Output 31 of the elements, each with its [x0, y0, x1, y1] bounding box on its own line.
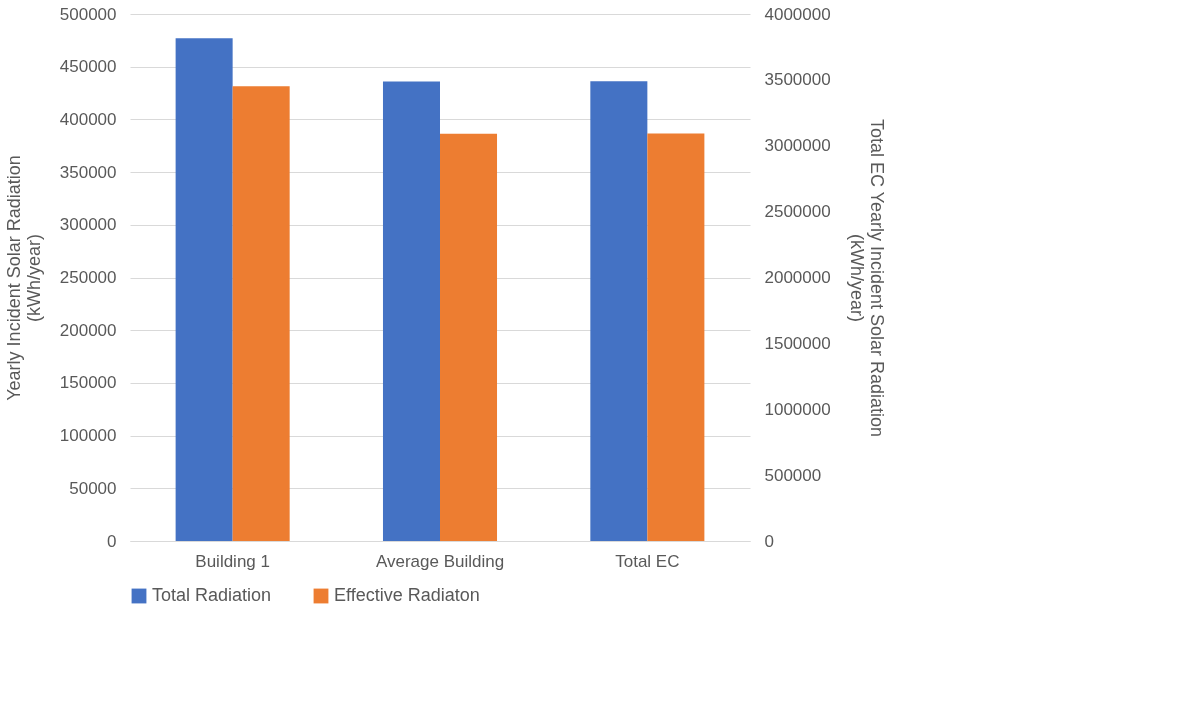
y2-tick-label: 3500000	[764, 70, 831, 90]
bar	[440, 133, 498, 541]
y2-tick-label: 1000000	[764, 399, 831, 419]
y-tick-label: 400000	[59, 109, 117, 129]
legend-label: Effective Radiaton	[334, 585, 480, 605]
bar	[175, 38, 233, 541]
y2-axis-title: Total EC Yearly Incident Solar Radiation (kWh/year)	[846, 118, 887, 438]
x-tick-label: Building 1	[195, 551, 270, 571]
y-tick-label: 50000	[69, 478, 117, 498]
y-tick-label: 500000	[59, 4, 117, 24]
y-tick-label: 300000	[59, 215, 117, 235]
y-tick-label: 350000	[59, 162, 117, 182]
y-tick-label: 250000	[59, 268, 117, 287]
y2-tick-label: 2000000	[764, 268, 831, 287]
bar	[232, 86, 290, 541]
y2-tick-label: 0	[764, 531, 774, 551]
y-tick-label: 150000	[59, 373, 117, 393]
y-tick-label: 100000	[59, 426, 117, 446]
y2-tick-label: 3000000	[764, 136, 831, 156]
y-axis-title: Yearly Incident Solar Radiation (kWh/year)	[3, 155, 44, 401]
x-tick-label: Average Building	[375, 551, 505, 571]
legend-label: Total Radiation	[152, 585, 272, 605]
bar	[382, 81, 440, 541]
y-tick-label: 200000	[59, 320, 117, 340]
x-tick-label: Total EC	[615, 551, 680, 571]
y2-tick-label: 1500000	[764, 333, 831, 353]
y-tick-label: 0	[107, 531, 117, 551]
y2-tick-label: 500000	[764, 465, 822, 485]
y-tick-label: 450000	[59, 57, 117, 77]
y2-tick-label: 4000000	[764, 4, 831, 24]
y2-tick-label: 2500000	[764, 202, 831, 222]
